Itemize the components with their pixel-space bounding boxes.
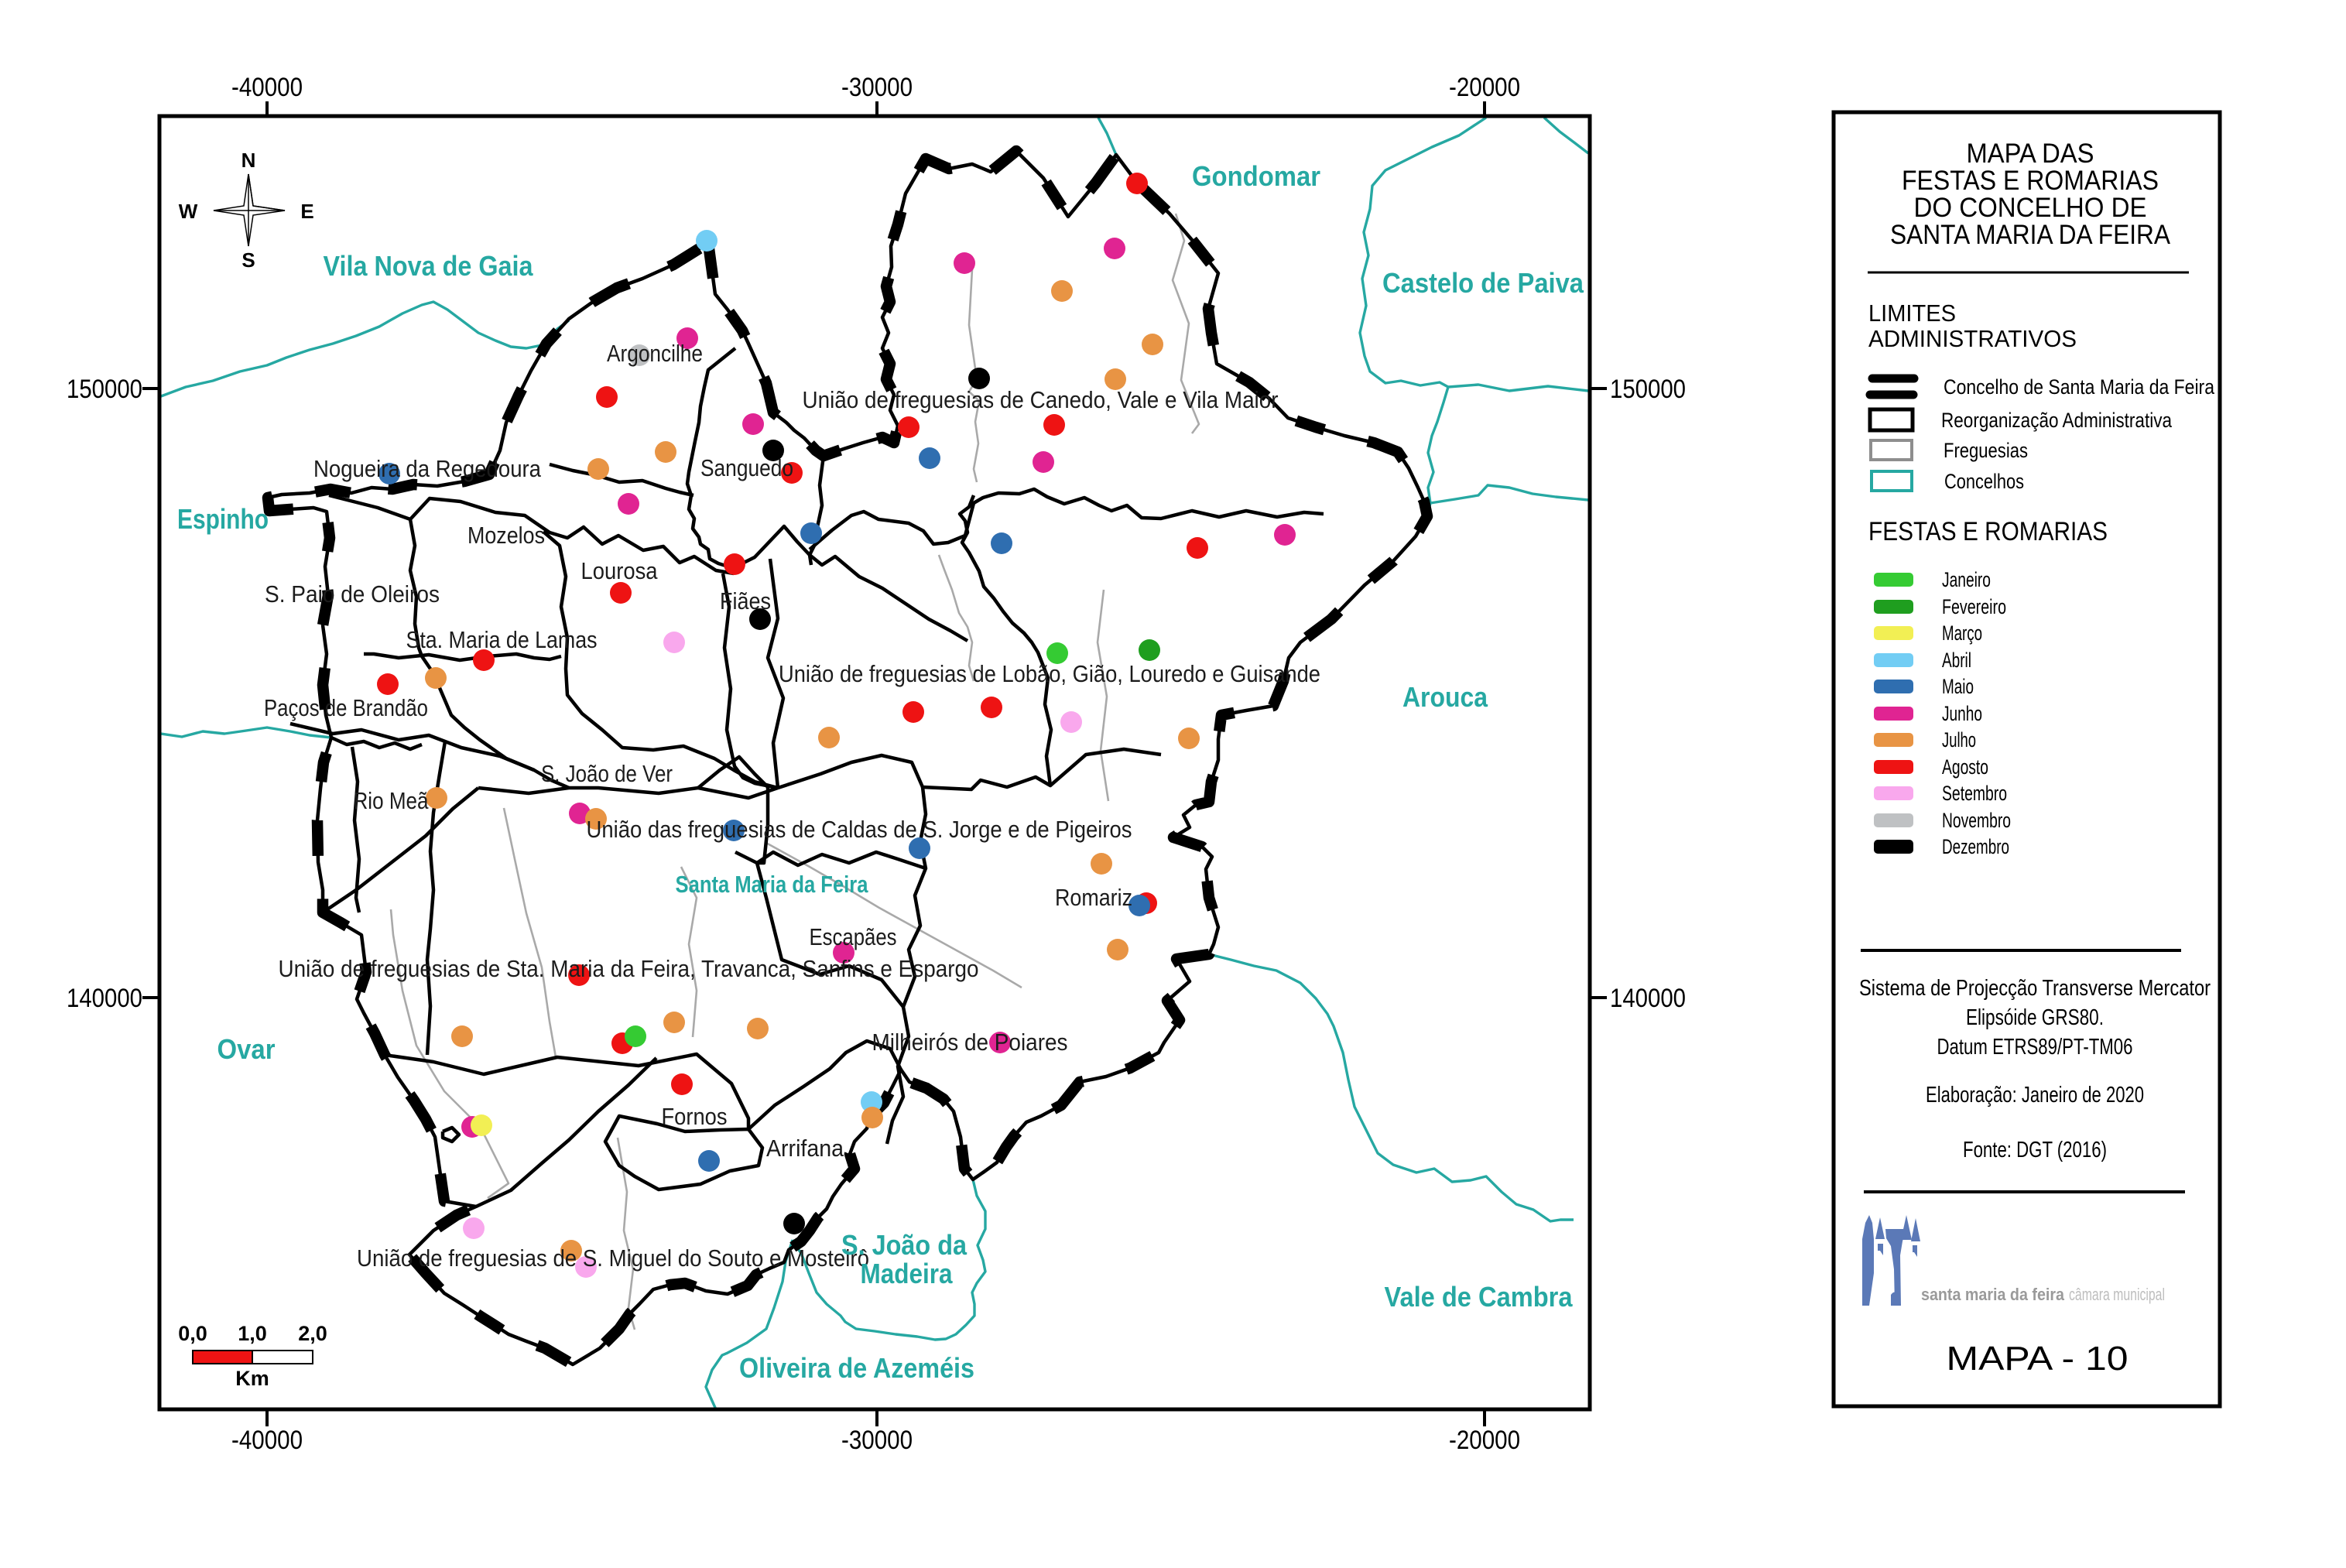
svg-text:-40000: -40000 <box>231 73 303 102</box>
svg-text:S: S <box>241 248 255 272</box>
svg-text:ADMINISTRATIVOS: ADMINISTRATIVOS <box>1868 325 2077 352</box>
svg-text:União de freguesias de S. Migu: União de freguesias de S. Miguel do Sout… <box>357 1244 869 1272</box>
svg-text:150000: 150000 <box>67 375 142 404</box>
svg-text:Sistema de Projecção Transvers: Sistema de Projecção Transverse Mercator <box>1859 976 2211 1001</box>
svg-text:Ovar: Ovar <box>217 1033 276 1065</box>
svg-text:santa maria da feira: santa maria da feira <box>1921 1285 2065 1304</box>
svg-text:W: W <box>179 200 198 223</box>
svg-text:DO CONCELHO DE: DO CONCELHO DE <box>1914 193 2147 223</box>
svg-text:Vale de Cambra: Vale de Cambra <box>1385 1281 1574 1313</box>
svg-text:Dezembro: Dezembro <box>1942 835 2009 858</box>
svg-text:FESTAS E ROMARIAS: FESTAS E ROMARIAS <box>1868 517 2108 546</box>
svg-text:Fevereiro: Fevereiro <box>1942 595 2006 618</box>
svg-text:Sanguedo: Sanguedo <box>700 454 793 481</box>
svg-text:Freguesias: Freguesias <box>1944 439 2028 462</box>
svg-text:Arrifana: Arrifana <box>766 1135 844 1162</box>
svg-text:Argoncilhe: Argoncilhe <box>607 340 703 367</box>
svg-text:Concelho de Santa Maria da Fei: Concelho de Santa Maria da Feira <box>1944 375 2215 399</box>
svg-text:Datum ETRS89/PT-TM06: Datum ETRS89/PT-TM06 <box>1937 1035 2133 1060</box>
svg-text:Novembro: Novembro <box>1942 809 2011 832</box>
svg-text:Junho: Junho <box>1942 702 1982 725</box>
svg-text:Maio: Maio <box>1942 675 1974 698</box>
svg-text:Concelhos: Concelhos <box>1944 470 2024 493</box>
svg-text:Fornos: Fornos <box>662 1103 728 1130</box>
svg-text:N: N <box>241 149 256 172</box>
svg-text:S. João de Ver: S. João de Ver <box>541 760 673 787</box>
svg-text:Oliveira de Azeméis: Oliveira de Azeméis <box>739 1352 974 1384</box>
svg-text:Vila Nova de Gaia: Vila Nova de Gaia <box>324 250 534 282</box>
svg-text:Mozelos: Mozelos <box>467 522 545 549</box>
svg-text:Madeira: Madeira <box>861 1258 954 1289</box>
svg-text:Nogueira da Regedoura: Nogueira da Regedoura <box>313 455 542 482</box>
svg-text:-20000: -20000 <box>1449 73 1520 102</box>
svg-text:140000: 140000 <box>67 984 142 1013</box>
svg-text:140000: 140000 <box>1610 984 1686 1013</box>
svg-text:câmara municipal: câmara municipal <box>2069 1285 2165 1304</box>
svg-text:LIMITES: LIMITES <box>1868 300 1956 327</box>
svg-text:União de freguesias de Sta. Ma: União de freguesias de Sta. Maria da Fei… <box>279 955 979 982</box>
svg-text:Milheirós de Poiares: Milheirós de Poiares <box>872 1029 1068 1056</box>
svg-text:Fiães: Fiães <box>720 587 771 615</box>
svg-text:União de freguesias de Lobão,: União de freguesias de Lobão, Gião, Lour… <box>779 660 1320 687</box>
svg-text:Castelo de Paiva: Castelo de Paiva <box>1382 267 1584 299</box>
svg-text:-20000: -20000 <box>1449 1426 1520 1455</box>
svg-text:União de freguesias de Canedo,: União de freguesias de Canedo, Vale e Vi… <box>803 386 1279 413</box>
svg-text:SANTA MARIA DA FEIRA: SANTA MARIA DA FEIRA <box>1890 220 2171 250</box>
svg-text:Abril: Abril <box>1942 649 1971 672</box>
svg-text:Reorganização Administrativa: Reorganização Administrativa <box>1941 409 2173 432</box>
svg-text:Rio Meã: Rio Meã <box>354 787 430 814</box>
svg-text:Arouca: Arouca <box>1402 681 1488 713</box>
svg-text:Lourosa: Lourosa <box>581 557 659 584</box>
svg-text:-30000: -30000 <box>841 73 913 102</box>
svg-text:Paços de Brandão: Paços de Brandão <box>264 694 428 721</box>
svg-text:Romariz: Romariz <box>1055 884 1132 911</box>
svg-text:2,0: 2,0 <box>298 1322 327 1345</box>
svg-text:Gondomar: Gondomar <box>1192 160 1320 192</box>
svg-text:150000: 150000 <box>1610 375 1686 404</box>
svg-text:FESTAS E ROMARIAS: FESTAS E ROMARIAS <box>1902 166 2159 196</box>
svg-text:S. João da: S. João da <box>841 1229 968 1261</box>
svg-text:Setembro: Setembro <box>1942 782 2007 805</box>
svg-text:Fonte: DGT (2016): Fonte: DGT (2016) <box>1963 1138 2107 1162</box>
svg-text:-40000: -40000 <box>231 1426 303 1455</box>
svg-text:Março: Março <box>1942 621 1982 645</box>
svg-text:Sta. Maria de Lamas: Sta. Maria de Lamas <box>406 626 598 653</box>
svg-text:MAPA - 10: MAPA - 10 <box>1947 1340 2129 1378</box>
svg-text:Escapães: Escapães <box>810 923 897 950</box>
svg-text:S. Paio de Oleiros: S. Paio de Oleiros <box>265 580 440 608</box>
svg-text:Janeiro: Janeiro <box>1942 568 1991 591</box>
svg-text:Elipsóide GRS80.: Elipsóide GRS80. <box>1966 1005 2104 1030</box>
svg-text:E: E <box>300 200 313 223</box>
svg-text:Agosto: Agosto <box>1942 755 1988 779</box>
svg-text:0,0: 0,0 <box>178 1322 207 1345</box>
svg-text:Km: Km <box>235 1367 269 1390</box>
svg-text:Julho: Julho <box>1942 728 1976 751</box>
svg-text:União das freguesias de Caldas: União das freguesias de Caldas de S. Jor… <box>587 816 1132 843</box>
svg-text:Espinho: Espinho <box>177 503 269 535</box>
svg-text:MAPA DAS: MAPA DAS <box>1967 139 2094 169</box>
svg-text:Elaboração: Janeiro de 2020: Elaboração: Janeiro de 2020 <box>1926 1083 2144 1108</box>
svg-text:-30000: -30000 <box>841 1426 913 1455</box>
svg-text:Santa Maria da Feira: Santa Maria da Feira <box>676 871 869 898</box>
svg-text:1,0: 1,0 <box>238 1322 267 1345</box>
